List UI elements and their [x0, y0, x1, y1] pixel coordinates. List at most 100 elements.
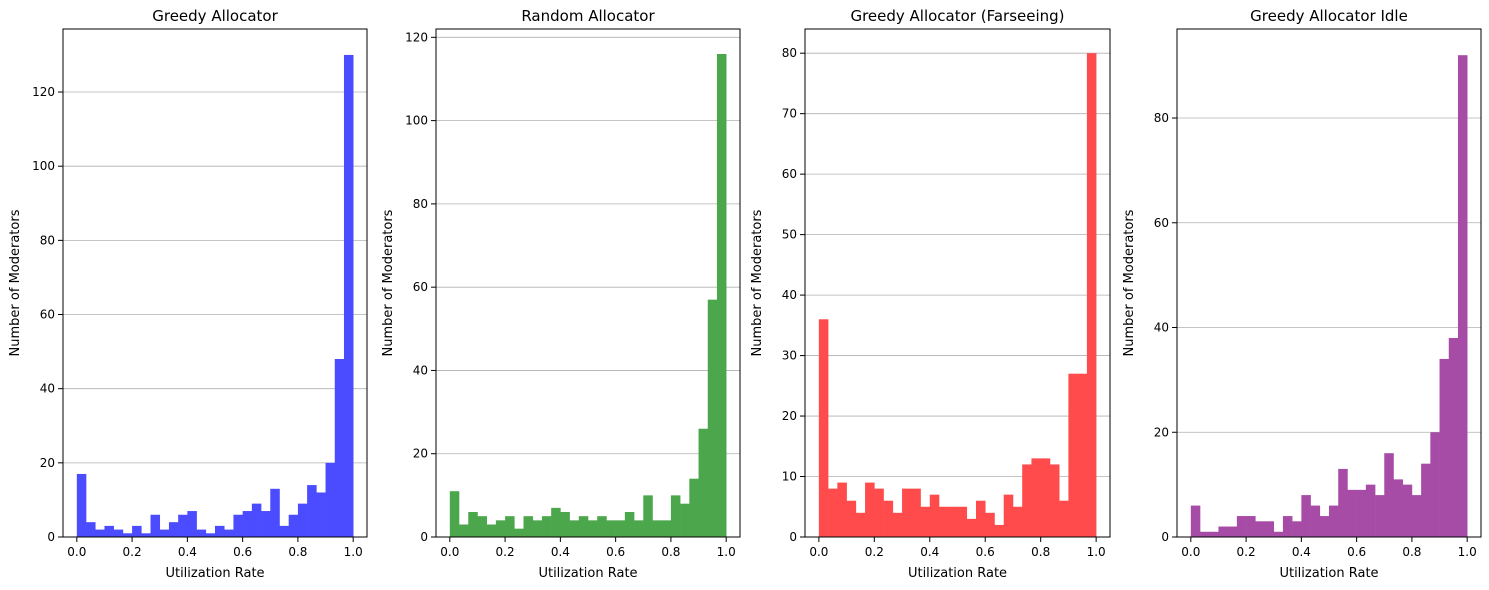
x-tick-label: 0.2: [496, 545, 515, 559]
y-tick-label: 20: [413, 447, 428, 461]
histogram-bar: [1292, 521, 1302, 537]
histogram-bar: [883, 500, 894, 537]
panel-greedy-allocator-idle: 0.0 0.2 0.4 0.6 0.8 1.0 0 20 40 60 80 Greedy Alloca…: [1122, 7, 1482, 581]
histogram-bar: [551, 507, 561, 537]
y-tick-label: 80: [413, 197, 428, 211]
histogram-bar: [150, 514, 161, 537]
histogram-bar: [1264, 521, 1275, 537]
histogram-bar: [652, 520, 662, 537]
histogram-bar: [1246, 516, 1256, 537]
histogram-bar: [1356, 489, 1367, 537]
x-tick-label: 0.4: [920, 545, 939, 559]
x-tick-label: 0.0: [1181, 545, 1200, 559]
histogram-bar: [939, 506, 949, 537]
histogram-bar: [1049, 464, 1060, 537]
histogram-bar: [837, 482, 847, 537]
histogram-bar: [505, 516, 515, 537]
histogram-bars: [449, 53, 727, 537]
histogram-bar: [1375, 495, 1385, 537]
histogram-bar: [670, 495, 681, 537]
histogram-bar: [865, 482, 875, 537]
x-tick-label: 0.8: [661, 545, 680, 559]
y-gridlines: [805, 52, 1110, 477]
y-gridlines: [63, 91, 367, 464]
y-tick-label: 60: [40, 308, 55, 322]
histogram-bar: [661, 520, 672, 537]
panel-greedy-allocator-farseeing: 0.0 0.2 0.4 0.6 0.8 1.0 0 10 20 30 40 50 60 70 80 Greed…: [750, 7, 1111, 581]
histogram-bar: [985, 512, 995, 537]
y-tick-label: 0: [420, 530, 428, 544]
histogram-bar: [122, 533, 133, 537]
histogram-bar: [334, 359, 345, 537]
histogram-bar: [1329, 505, 1339, 537]
histogram-bar: [588, 520, 598, 537]
histogram-bar: [288, 514, 299, 537]
panel-title: Greedy Allocator Idle: [1250, 7, 1408, 25]
histogram-bar: [187, 511, 197, 537]
histogram-bar: [251, 503, 262, 537]
histogram-bar: [994, 524, 1005, 537]
histogram-bar: [242, 511, 253, 537]
histogram-bar: [541, 516, 552, 537]
histogram-bar: [486, 524, 497, 537]
histogram-bar: [141, 533, 151, 537]
panel-title: Random Allocator: [521, 7, 655, 25]
histogram-bar: [270, 488, 280, 537]
y-tick-label: 60: [1154, 216, 1169, 230]
histogram-bar: [1022, 464, 1032, 537]
histogram-bar: [1059, 500, 1069, 537]
x-tick-label: 1.0: [717, 545, 736, 559]
histogram-bar: [698, 428, 709, 537]
histogram-bar: [707, 299, 718, 537]
histogram-bar: [343, 54, 354, 537]
histogram-bar: [113, 529, 124, 537]
panel-random-allocator: 0.0 0.2 0.4 0.6 0.8 1.0 0 20 40 60 80 100 120 Random …: [381, 7, 741, 581]
histogram-bar: [1255, 521, 1265, 537]
y-gridlines: [1177, 117, 1481, 433]
histogram-bar: [1301, 495, 1311, 537]
histogram-bar: [307, 485, 317, 537]
y-tick-label: 40: [1154, 321, 1169, 335]
histogram-bar: [1402, 484, 1413, 537]
histogram-bar: [459, 524, 469, 537]
y-tick-label: 20: [40, 456, 55, 470]
y-tick-label: 80: [1154, 111, 1169, 125]
y-tick-label: 0: [789, 530, 797, 544]
y-tick-label: 80: [782, 46, 797, 60]
histogram-bar: [1282, 516, 1293, 537]
axes-frame: [804, 28, 1111, 538]
y-tick-label: 60: [782, 167, 797, 181]
histogram-bar: [902, 488, 912, 537]
x-tick-label: 0.8: [1402, 545, 1421, 559]
y-tick-label: 100: [405, 114, 428, 128]
histogram-bar: [643, 495, 653, 537]
histogram-bar: [523, 516, 534, 537]
histogram-bar: [76, 473, 87, 537]
histogram-bar: [1338, 468, 1348, 537]
histogram-bar: [261, 511, 271, 537]
histogram-bar: [1068, 373, 1078, 537]
y-tick-label: 20: [782, 409, 797, 423]
histogram-bar: [1439, 358, 1450, 537]
y-tick-label: 40: [40, 382, 55, 396]
histogram-bar: [846, 500, 857, 537]
histogram-bar: [532, 520, 543, 537]
histogram-bar: [615, 520, 626, 537]
y-axis-label: Number of Moderators: [381, 209, 396, 356]
histogram-bar: [689, 478, 699, 537]
histogram-bar: [874, 488, 884, 537]
y-tick-label: 120: [405, 30, 428, 44]
y-tick-label: 0: [47, 530, 55, 544]
histogram-bar: [911, 488, 921, 537]
x-tick-label: 0.0: [67, 545, 86, 559]
x-tick-label: 0.6: [1347, 545, 1366, 559]
x-tick-label: 0.2: [1237, 545, 1256, 559]
y-tick-label: 70: [782, 107, 797, 121]
histogram-bar: [966, 518, 977, 537]
histogram-bar: [279, 525, 289, 537]
histogram-bar: [168, 522, 179, 537]
panel-greedy-allocator: 0.0 0.2 0.4 0.6 0.8 1.0 0 20 40 60 80 100 120 Greedy …: [8, 7, 368, 581]
histogram-bar: [957, 506, 968, 537]
y-tick-label: 30: [782, 349, 797, 363]
